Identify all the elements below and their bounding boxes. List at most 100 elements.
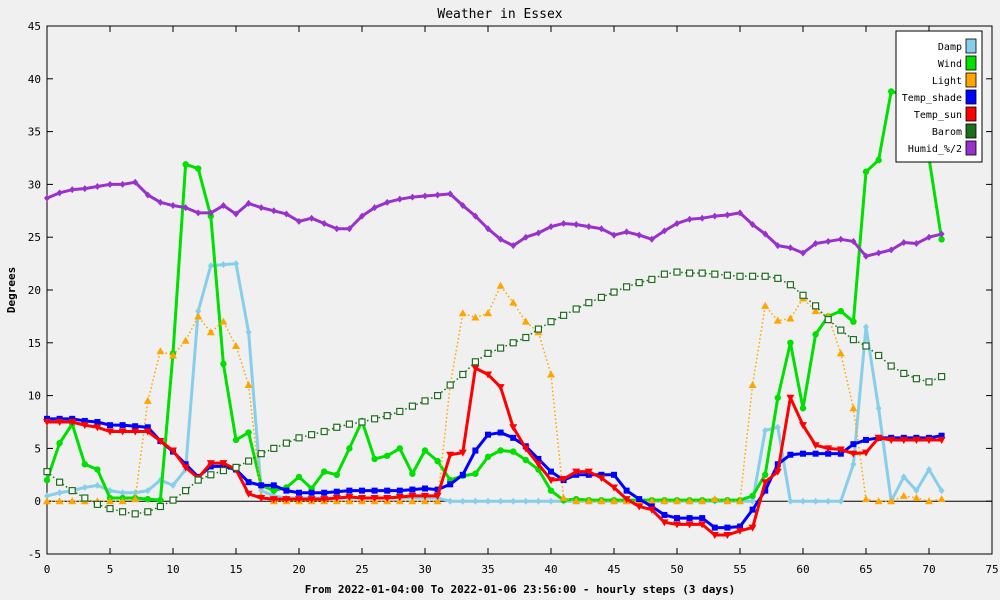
data-point-light xyxy=(421,497,429,505)
data-point-humid-2 xyxy=(837,235,844,243)
data-point-damp xyxy=(195,307,202,315)
x-tick-label: 60 xyxy=(796,563,809,576)
data-point-barom xyxy=(497,344,505,352)
series-barom xyxy=(43,268,946,518)
data-point-humid-2 xyxy=(321,219,328,227)
data-point-temp-shade xyxy=(787,451,794,458)
data-point-humid-2 xyxy=(749,221,756,229)
data-point-humid-2 xyxy=(724,211,731,219)
data-point-temp-sun xyxy=(824,445,833,453)
data-point-temp-sun xyxy=(710,531,719,539)
data-point-humid-2 xyxy=(888,246,895,254)
data-point-damp xyxy=(800,497,806,505)
data-point-light xyxy=(484,309,492,317)
data-point-temp-sun xyxy=(874,434,883,442)
data-point-barom xyxy=(459,370,467,379)
data-point-temp-shade xyxy=(94,419,101,425)
data-point-humid-2 xyxy=(913,240,920,248)
data-point-damp xyxy=(144,487,151,495)
data-point-damp xyxy=(825,497,832,505)
data-point-humid-2 xyxy=(560,219,567,227)
data-point-barom xyxy=(55,478,64,486)
data-point-barom xyxy=(207,471,215,479)
data-point-humid-2 xyxy=(497,235,504,243)
data-point-humid-2 xyxy=(69,186,76,194)
data-point-temp-sun xyxy=(673,521,681,529)
data-point-light xyxy=(547,370,555,378)
data-point-wind xyxy=(245,429,252,436)
data-point-barom xyxy=(484,349,492,357)
data-point-temp-sun xyxy=(131,428,140,436)
data-point-temp-sun xyxy=(534,461,543,469)
data-point-wind xyxy=(762,471,769,478)
x-tick-label: 40 xyxy=(544,563,557,576)
data-point-light xyxy=(723,497,732,505)
data-point-temp-shade xyxy=(359,487,365,494)
data-point-humid-2 xyxy=(346,225,353,233)
x-tick-label: 15 xyxy=(229,563,242,576)
data-point-temp-shade xyxy=(81,417,88,424)
data-point-light xyxy=(433,497,442,505)
x-tick-label: 65 xyxy=(859,563,872,576)
data-point-temp-shade xyxy=(422,485,428,492)
data-point-humid-2 xyxy=(598,225,605,233)
data-point-light xyxy=(572,497,581,505)
data-point-humid-2 xyxy=(296,217,302,225)
data-point-barom xyxy=(509,339,517,347)
data-point-temp-sun xyxy=(748,524,757,532)
data-point-barom xyxy=(572,305,580,313)
data-point-temp-sun xyxy=(509,424,518,432)
chart-title: Weather in Essex xyxy=(437,7,562,22)
data-point-damp xyxy=(762,426,769,434)
data-point-temp-shade xyxy=(863,436,869,443)
x-tick-label: 75 xyxy=(985,563,998,576)
series-line-light xyxy=(47,285,942,502)
data-point-temp-sun xyxy=(80,422,89,430)
data-point-humid-2 xyxy=(81,185,88,193)
data-point-damp xyxy=(926,466,932,474)
data-point-temp-sun xyxy=(358,495,366,503)
data-point-temp-sun xyxy=(320,496,329,504)
x-tick-label: 0 xyxy=(44,563,51,576)
x-tick-label: 70 xyxy=(922,563,935,576)
data-point-temp-sun xyxy=(925,436,933,444)
data-point-temp-sun xyxy=(484,371,492,379)
data-point-temp-shade xyxy=(69,415,76,422)
data-point-temp-shade xyxy=(938,432,945,439)
data-point-wind xyxy=(346,445,353,452)
data-point-humid-2 xyxy=(409,193,416,201)
data-point-temp-sun xyxy=(244,490,253,498)
data-point-temp-sun xyxy=(660,519,669,527)
data-point-wind xyxy=(182,161,189,168)
data-point-temp-sun xyxy=(471,365,480,373)
data-point-damp xyxy=(207,262,214,270)
data-point-wind xyxy=(157,496,164,504)
data-point-temp-sun xyxy=(836,446,845,454)
data-point-temp-sun xyxy=(887,436,896,444)
data-point-humid-2 xyxy=(359,212,365,220)
data-point-humid-2 xyxy=(459,202,466,210)
data-point-wind xyxy=(371,455,378,463)
data-point-humid-2 xyxy=(132,178,139,186)
data-point-temp-sun xyxy=(181,464,190,472)
legend-swatch-damp xyxy=(965,38,977,54)
data-point-humid-2 xyxy=(44,194,50,202)
data-point-temp-sun xyxy=(68,419,77,426)
data-point-temp-sun xyxy=(307,496,316,504)
data-point-temp-shade xyxy=(598,471,605,478)
data-point-wind xyxy=(774,394,781,401)
data-point-barom xyxy=(371,415,379,423)
data-point-barom xyxy=(81,494,89,502)
data-point-temp-sun xyxy=(395,493,404,501)
data-point-humid-2 xyxy=(270,207,277,215)
data-point-light xyxy=(937,495,946,503)
data-point-light xyxy=(874,497,883,505)
data-point-humid-2 xyxy=(170,202,176,210)
data-point-temp-shade xyxy=(636,496,643,503)
data-point-temp-shade xyxy=(270,482,277,489)
y-tick-label: 45 xyxy=(28,20,41,33)
data-point-humid-2 xyxy=(422,192,428,200)
data-point-temp-sun xyxy=(169,447,177,455)
data-point-temp-shade xyxy=(711,524,718,531)
data-point-damp xyxy=(749,497,756,505)
